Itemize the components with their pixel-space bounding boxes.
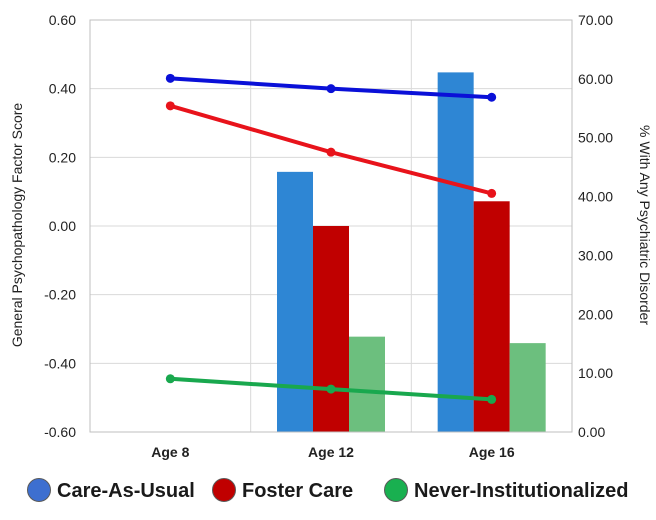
data-point xyxy=(165,73,175,83)
bar xyxy=(313,226,349,432)
right-axis-title: % With Any Psychiatric Disorder xyxy=(637,125,653,325)
left-tick-label: -0.60 xyxy=(44,424,76,440)
bar xyxy=(437,72,474,432)
legend: Care-As-Usual Foster Care Never-Institutio… xyxy=(27,478,628,502)
data-point xyxy=(487,92,497,102)
left-tick-label: 0.40 xyxy=(49,81,76,97)
lines xyxy=(165,73,497,404)
data-point xyxy=(326,384,336,394)
data-point xyxy=(487,394,497,404)
legend-marker xyxy=(27,478,51,502)
legend-marker xyxy=(384,478,408,502)
legend-label: Foster Care xyxy=(242,480,353,502)
bar xyxy=(349,336,385,432)
x-tick-label: Age 12 xyxy=(308,444,354,460)
data-point xyxy=(165,101,175,111)
left-tick-label: -0.20 xyxy=(44,287,76,303)
left-tick-label: 0.00 xyxy=(49,218,76,234)
plot-border xyxy=(89,19,573,433)
left-tick-label: -0.40 xyxy=(44,355,76,371)
right-tick-label: 70.00 xyxy=(578,12,613,28)
tick-labels: 0.60 0.40 0.20 0.00 -0.20 -0.40 -0.60 70.00 60.0… xyxy=(44,12,613,460)
right-tick-label: 50.00 xyxy=(578,130,613,146)
right-tick-label: 20.00 xyxy=(578,306,613,322)
data-point xyxy=(326,84,336,94)
legend-label: Care-As-Usual xyxy=(57,480,195,502)
data-point xyxy=(326,147,336,157)
data-point xyxy=(487,188,497,198)
right-tick-label: 40.00 xyxy=(578,189,613,205)
left-axis-title: General Psychopathology Factor Score xyxy=(9,103,25,348)
plot-frame xyxy=(89,19,573,433)
left-tick-label: 0.60 xyxy=(49,12,76,28)
x-tick-label: Age 16 xyxy=(469,444,515,460)
bar xyxy=(277,171,313,432)
bar xyxy=(509,343,546,432)
left-tick-label: 0.20 xyxy=(49,149,76,165)
data-point xyxy=(165,374,175,384)
right-tick-label: 0.00 xyxy=(578,424,605,440)
legend-label: Never-Institutionalized xyxy=(414,480,628,502)
legend-marker xyxy=(212,478,236,502)
x-tick-label: Age 8 xyxy=(151,444,189,460)
right-tick-label: 10.00 xyxy=(578,365,613,381)
bars xyxy=(277,72,546,432)
right-tick-label: 60.00 xyxy=(578,71,613,87)
right-tick-label: 30.00 xyxy=(578,247,613,263)
bar xyxy=(473,201,510,432)
